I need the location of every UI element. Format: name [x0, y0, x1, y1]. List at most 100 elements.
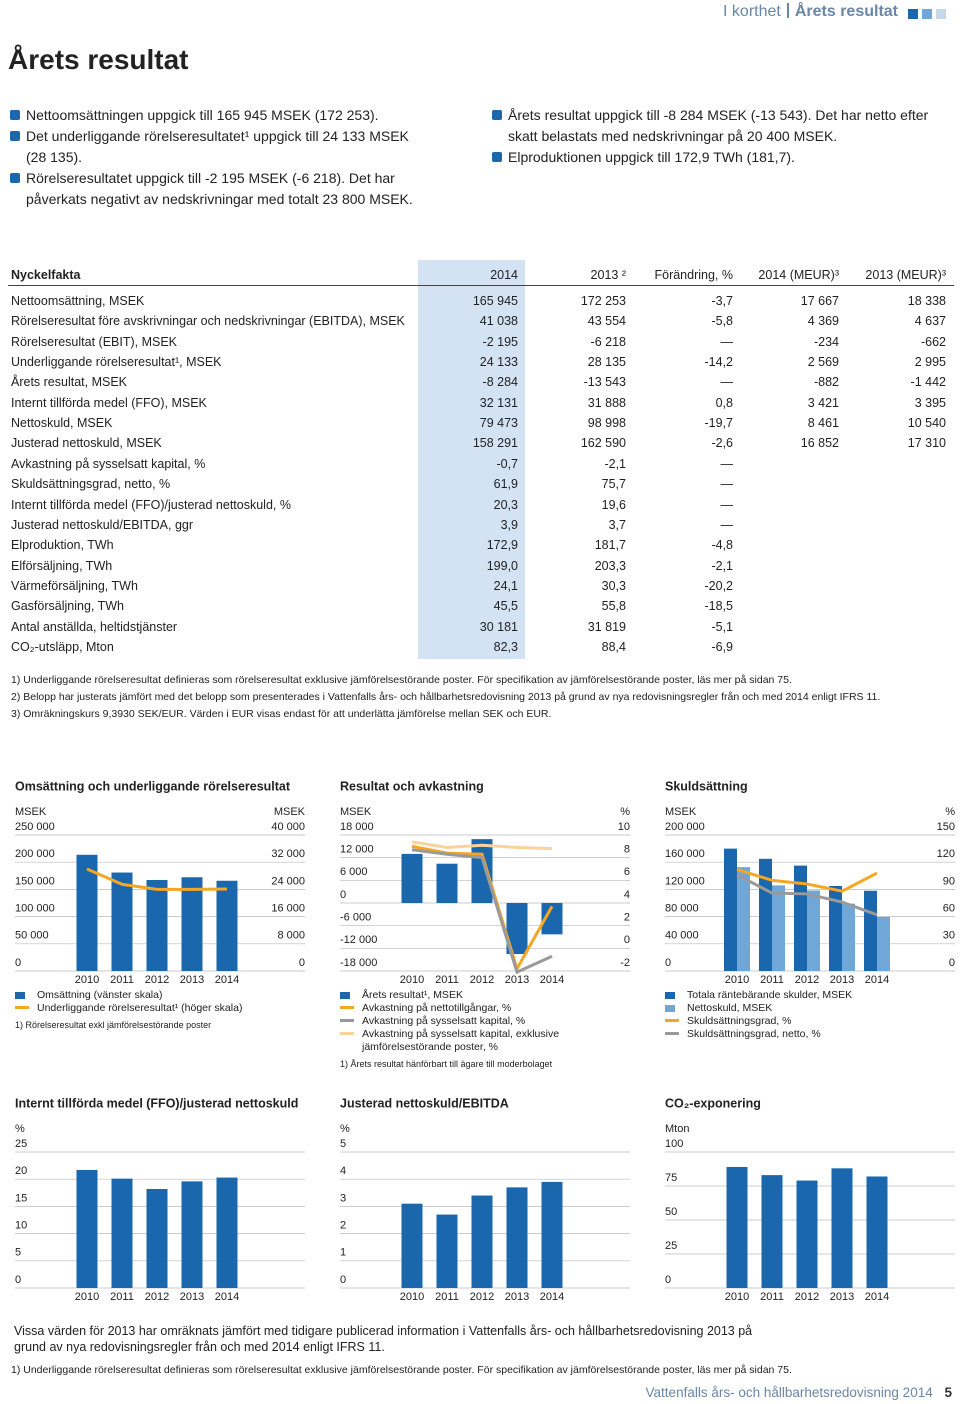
bar — [471, 839, 493, 903]
bar — [111, 872, 133, 971]
x-tick-label: 2013 — [180, 1291, 204, 1303]
bar — [807, 890, 820, 971]
y2-tick-label: 4 — [624, 889, 630, 901]
cell: 45,5 — [493, 599, 518, 614]
chart-title: Resultat och avkastning — [340, 779, 484, 793]
bar — [829, 886, 842, 971]
y-tick-label: 100 — [665, 1138, 683, 1150]
bar — [541, 1181, 563, 1288]
cell: 3,7 — [608, 517, 626, 532]
legend-item: Skuldsättningsgrad, % — [665, 1015, 905, 1028]
y-tick-label: 0 — [665, 957, 671, 969]
cell: — — [720, 334, 734, 349]
cell: -2,1 — [604, 456, 626, 471]
separator — [786, 3, 789, 18]
x-tick-label: 2010 — [400, 974, 424, 986]
row-label: Justerad nettoskuld, MSEK — [11, 436, 162, 451]
x-tick-label: 2011 — [435, 974, 459, 986]
chart-note: 1) Årets resultat hänförbart till ägare … — [340, 1059, 553, 1069]
bar — [831, 1168, 853, 1288]
cell: -13 543 — [583, 375, 626, 390]
footer: Vattenfalls års- och hållbarhetsredovisn… — [646, 1385, 952, 1400]
y-tick-label: 0 — [665, 1274, 671, 1286]
x-tick-label: 2010 — [75, 1291, 99, 1303]
y-tick-label: 250 000 — [15, 821, 55, 833]
cell: 8 461 — [807, 416, 839, 431]
cell: 2 569 — [807, 355, 839, 370]
row-label: Nettoskuld, MSEK — [11, 416, 113, 431]
bar — [471, 1195, 493, 1288]
y-tick-label: -18 000 — [340, 957, 377, 969]
row-label: Internt tillförda medel (FFO), MSEK — [11, 395, 207, 410]
bar — [181, 1181, 203, 1288]
page-number: 5 — [944, 1385, 952, 1400]
y-tick-label: 4 — [340, 1165, 346, 1177]
x-tick-label: 2010 — [75, 974, 99, 986]
x-tick-label: 2011 — [760, 1291, 784, 1303]
table-footnotes: 1) Underliggande rörelseresultat definie… — [11, 672, 956, 723]
column-highlight — [418, 260, 525, 659]
legend-label: Avkastning på nettotillgångar, % — [362, 1002, 512, 1014]
x-tick-label: 2010 — [725, 1291, 749, 1303]
row-label: Underliggande rörelseresultat¹, MSEK — [11, 355, 222, 370]
cell: 17 667 — [800, 294, 839, 308]
cell: -6 218 — [590, 334, 626, 349]
chart-title: Omsättning och underliggande rörelseresu… — [15, 779, 291, 793]
cell: 43 554 — [587, 314, 626, 329]
x-tick-label: 2012 — [470, 974, 494, 986]
y-axis-unit: MSEK — [665, 806, 697, 818]
cell: — — [720, 375, 734, 390]
bar — [737, 867, 750, 971]
cell: 30,3 — [601, 578, 626, 593]
row-label: Rörelseresultat (EBIT), MSEK — [11, 334, 178, 349]
cell: 203,3 — [594, 558, 626, 573]
legend-label: Avkastning på sysselsatt kapital, % — [362, 1015, 526, 1027]
cell: -662 — [920, 334, 946, 349]
cell: -5,8 — [711, 314, 733, 329]
cell: 98 998 — [587, 416, 626, 431]
y2-tick-label: 16 000 — [271, 903, 305, 915]
x-tick-label: 2011 — [760, 974, 784, 986]
y-tick-label: 18 000 — [340, 821, 374, 833]
chart-title: Skuldsättning — [665, 779, 748, 793]
y2-tick-label: 90 — [943, 875, 955, 887]
y-tick-label: 50 — [665, 1206, 677, 1218]
cell: -2 195 — [482, 334, 518, 349]
cell: -2,6 — [711, 436, 733, 451]
cell: 2 995 — [914, 355, 946, 370]
y-tick-label: -6 000 — [340, 912, 371, 924]
row-label: Nettoomsättning, MSEK — [11, 294, 145, 308]
y2-axis-unit: % — [945, 806, 955, 818]
y-tick-label: 50 000 — [15, 930, 49, 942]
bar — [216, 880, 238, 971]
bar — [401, 853, 423, 903]
y2-axis-unit: % — [620, 806, 630, 818]
cell: 2014 (MEUR)³ — [758, 268, 839, 282]
bar — [761, 1175, 783, 1288]
x-tick-label: 2014 — [540, 1291, 564, 1303]
cell: 28 135 — [587, 355, 626, 370]
bar — [794, 865, 807, 971]
y-tick-label: 150 000 — [15, 875, 55, 887]
y2-tick-label: 8 — [624, 844, 630, 856]
y2-tick-label: 60 — [943, 903, 955, 915]
y-tick-label: 1 — [340, 1247, 346, 1259]
legend-swatch — [340, 1019, 354, 1022]
cell: 55,8 — [601, 599, 626, 614]
bar — [146, 879, 168, 971]
bar — [726, 1166, 748, 1288]
bar — [76, 854, 98, 971]
note: Vissa värden för 2013 har omräknats jämf… — [14, 1324, 753, 1354]
x-tick-label: 2013 — [830, 974, 854, 986]
bullets-left: Nettoomsättningen uppgick till 165 945 M… — [10, 105, 430, 210]
y-axis-unit: Mton — [665, 1123, 689, 1135]
bar — [216, 1177, 238, 1288]
cell: -234 — [813, 334, 839, 349]
legend-swatch — [665, 1019, 679, 1022]
footnote: 1) Underliggande rörelseresultat definie… — [11, 1364, 792, 1376]
legend-item: Skuldsättningsgrad, netto, % — [665, 1028, 905, 1041]
x-tick-label: 2012 — [145, 974, 169, 986]
legend-label: Skuldsättningsgrad, % — [687, 1015, 792, 1027]
x-tick-label: 2012 — [145, 1291, 169, 1303]
y-tick-label: 0 — [15, 1274, 21, 1286]
